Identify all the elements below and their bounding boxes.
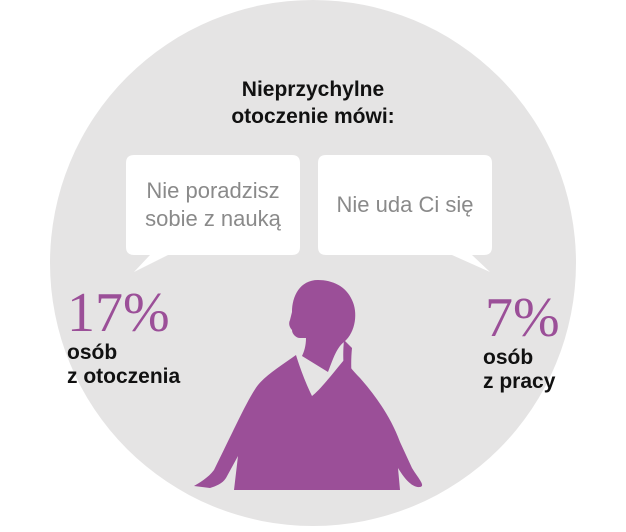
heading-line-2: otoczenie mówi:: [231, 105, 395, 128]
speech-bubble-left: [126, 155, 300, 272]
stat-left-label-line-2: z otoczenia: [67, 365, 181, 388]
bubble-left-line-1: Nie poradzisz: [146, 178, 280, 203]
stat-left: 17% osób z otoczenia: [67, 285, 180, 389]
stat-right-label-line-2: z pracy: [483, 370, 556, 393]
stat-right-label-line-1: osób: [483, 346, 534, 369]
bubble-left-line-2: sobie z nauką: [145, 206, 281, 231]
bubble-right-text: Nie uda Ci się: [318, 157, 492, 253]
bubble-left-text: Nie poradzisz sobie z nauką: [126, 157, 300, 253]
speech-bubble-right: [318, 155, 492, 272]
heading: Nieprzychylne otoczenie mówi:: [0, 76, 626, 130]
stat-left-percentage: 17%: [67, 282, 170, 344]
background-circle: [50, 0, 576, 526]
stat-right-percentage: 7%: [485, 287, 560, 349]
bubble-right-line-1: Nie uda Ci się: [336, 192, 474, 217]
woman-silhouette-icon: [194, 280, 423, 490]
heading-line-1: Nieprzychylne: [241, 78, 385, 101]
stat-right: 7% osób z pracy: [483, 290, 560, 394]
stat-left-label-line-1: osób: [67, 341, 118, 364]
